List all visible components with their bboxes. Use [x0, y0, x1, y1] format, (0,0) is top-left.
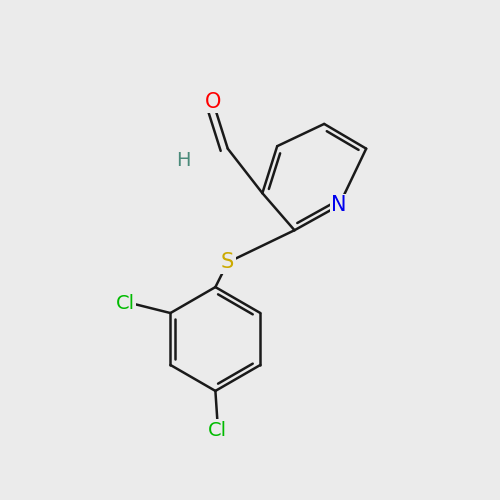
Text: H: H [176, 152, 190, 171]
Text: O: O [204, 92, 221, 112]
Text: Cl: Cl [208, 421, 228, 440]
Text: S: S [221, 252, 234, 272]
Text: N: N [331, 196, 347, 216]
Text: Cl: Cl [116, 294, 134, 312]
